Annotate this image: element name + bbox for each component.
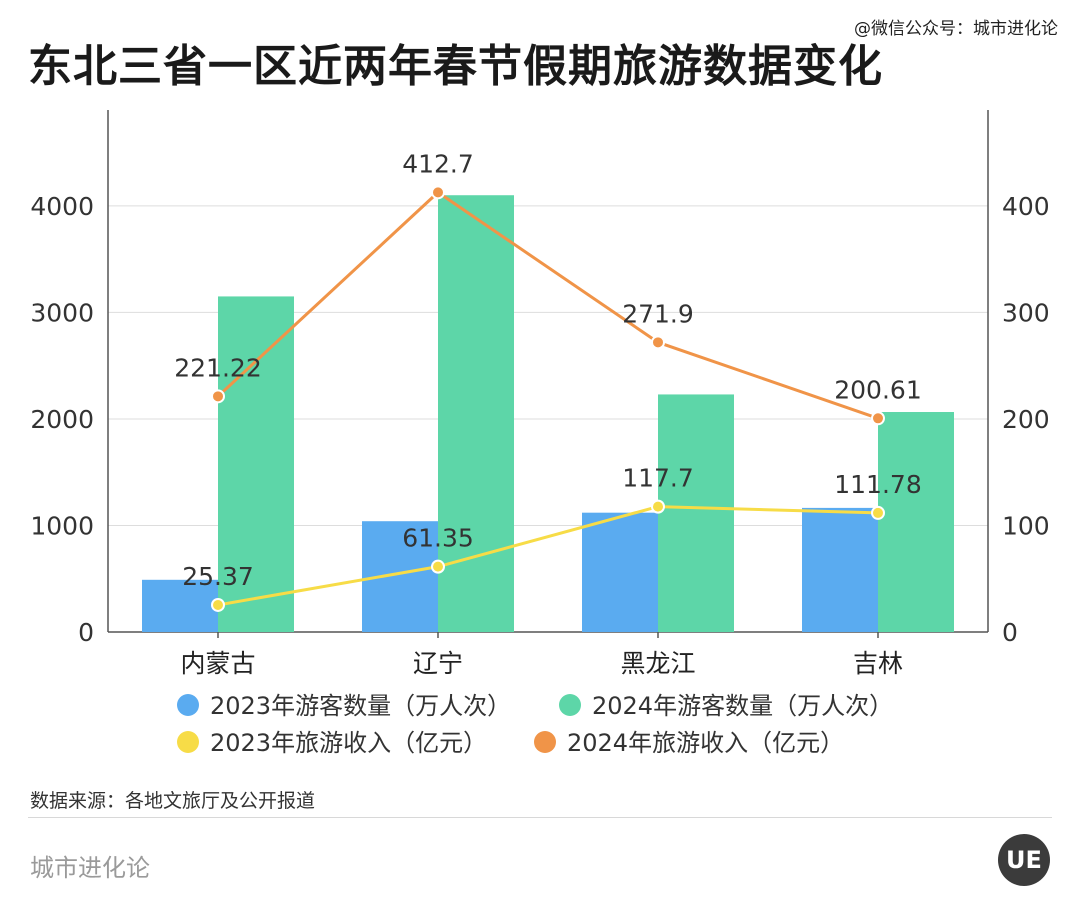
chart-title: 东北三省一区近两年春节假期旅游数据变化 xyxy=(28,41,883,92)
bar-2023 xyxy=(802,507,878,632)
point-2024 xyxy=(211,389,225,404)
data-label-2023: 25.37 xyxy=(182,562,254,591)
data-label-2024: 412.7 xyxy=(402,149,474,178)
legend-label: 2023年游客数量（万人次） xyxy=(210,692,511,720)
point-2023 xyxy=(211,597,225,612)
y-left-tick-label: 0 xyxy=(78,618,94,647)
point-2023 xyxy=(651,499,665,514)
point-2023 xyxy=(431,559,445,574)
y-left-tick-label: 3000 xyxy=(30,298,94,327)
data-label-2024: 200.61 xyxy=(834,375,921,404)
x-tick-label: 吉林 xyxy=(853,649,903,678)
watermark-credit: @微信公众号：城市进化论 xyxy=(854,19,1058,39)
legend-marker xyxy=(559,694,581,716)
legend-marker xyxy=(534,731,556,753)
brand-name: 城市进化论 xyxy=(30,854,150,882)
legend-label: 2024年游客数量（万人次） xyxy=(592,692,893,720)
line-2023 xyxy=(217,505,879,607)
bar-2024 xyxy=(878,412,954,632)
y-left-tick-label: 2000 xyxy=(30,405,94,434)
y-right-tick-label: 300 xyxy=(1002,298,1050,327)
point-2023 xyxy=(871,505,885,520)
line-2024 xyxy=(216,190,879,420)
x-tick-label: 辽宁 xyxy=(413,649,463,678)
chart-area: 0 1000 2000 3000 4000 0 100 200 300 400 内蒙古 辽宁 黑龙江 吉林… xyxy=(30,110,1050,757)
y-left-tick-label: 1000 xyxy=(30,511,94,540)
y-left-tick-label: 4000 xyxy=(30,192,94,221)
bar-2023 xyxy=(142,579,218,632)
data-label-2023: 61.35 xyxy=(402,524,474,553)
data-label-2024: 221.22 xyxy=(174,353,261,382)
data-label-2023: 111.78 xyxy=(834,470,921,499)
y-right-tick-label: 0 xyxy=(1002,618,1018,647)
data-label-2023: 117.7 xyxy=(622,464,694,493)
y-right-tick-label: 200 xyxy=(1002,405,1050,434)
bar-2024 xyxy=(438,195,514,632)
y-right-tick-label: 100 xyxy=(1002,511,1050,540)
bar-2024 xyxy=(218,296,294,632)
legend-label: 2023年旅游收入（亿元） xyxy=(210,729,487,757)
bar-2024 xyxy=(658,394,734,632)
legend-marker xyxy=(177,731,199,753)
bar-2023 xyxy=(582,512,658,632)
y-right-tick-label: 400 xyxy=(1002,192,1050,221)
point-2024 xyxy=(871,411,885,426)
data-label-2024: 271.9 xyxy=(622,299,694,328)
x-tick-label: 黑龙江 xyxy=(620,649,695,678)
data-source-note: 数据来源：各地文旅厅及公开报道 xyxy=(30,790,316,812)
x-tick-label: 内蒙古 xyxy=(180,649,255,678)
point-2024 xyxy=(651,335,665,350)
legend-label: 2024年旅游收入（亿元） xyxy=(567,729,844,757)
brand-logo-icon: UE xyxy=(998,834,1050,886)
footer-divider xyxy=(28,817,1052,818)
legend-marker xyxy=(177,694,199,716)
point-2024 xyxy=(431,185,445,200)
